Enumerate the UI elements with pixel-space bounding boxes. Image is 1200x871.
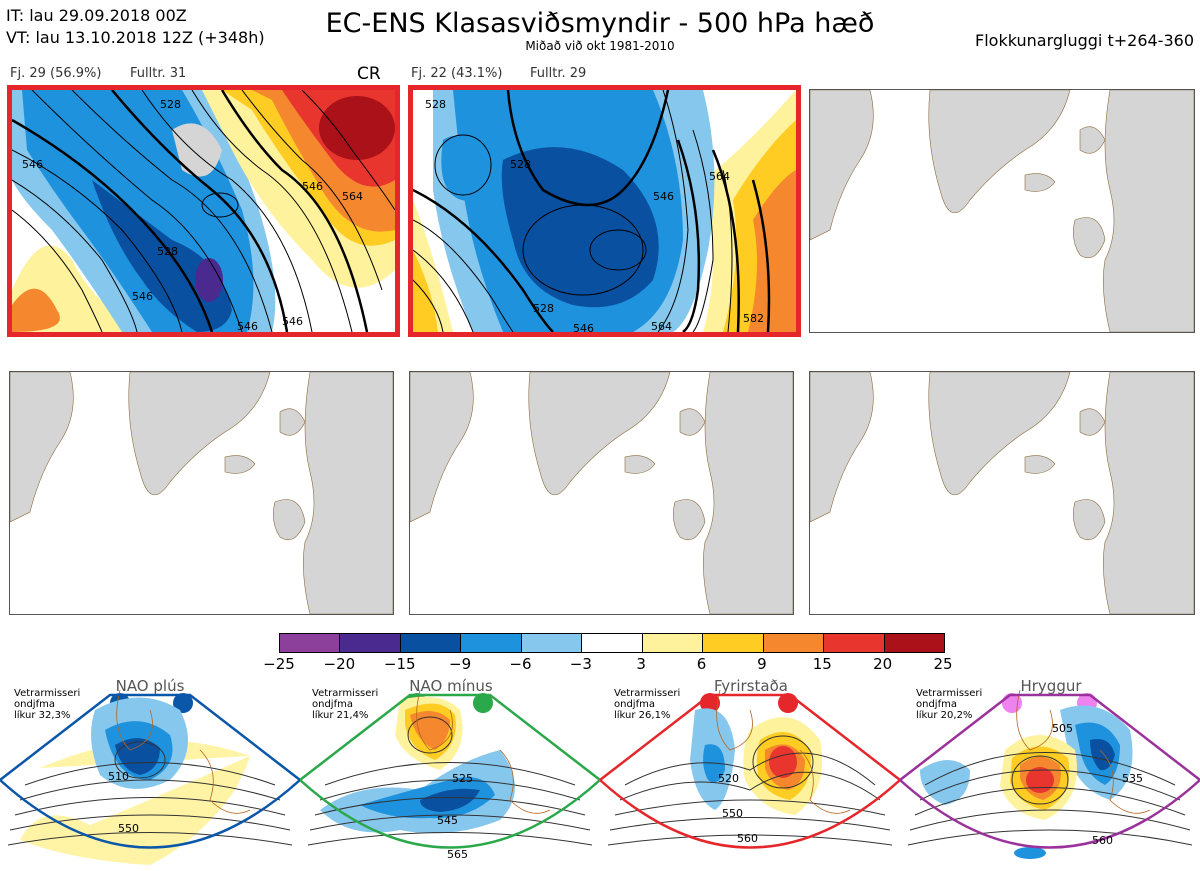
cluster-1-representative: Fulltr. 31 — [130, 66, 187, 81]
anomaly-colorbar — [279, 633, 945, 653]
colorbar-tick-label: −6 — [509, 655, 532, 673]
empty-map-6 — [809, 371, 1195, 615]
contour-label: 565 — [447, 848, 468, 861]
contour-label: 560 — [737, 832, 758, 845]
regime-note-nao-minus: Vetrarmisseri ondjfma líkur 21,4% — [312, 688, 379, 721]
svg-text:528: 528 — [425, 98, 446, 111]
landmass-map — [10, 372, 393, 614]
colorbar-tick-label: 20 — [873, 655, 893, 673]
regime-note-nao-plus: Vetrarmisseri ondjfma líkur 32,3% — [14, 688, 81, 721]
svg-text:546: 546 — [573, 322, 594, 332]
colorbar-swatch — [521, 634, 583, 652]
colorbar-swatch — [280, 634, 341, 652]
cluster-1-count: Fj. 29 (56.9%) — [10, 66, 102, 81]
contour-label: 525 — [452, 772, 473, 785]
colorbar-tick-label: 6 — [696, 655, 707, 673]
cluster-2-anomaly-map: 528 528 546 564 528 546 564 582 — [413, 90, 796, 332]
svg-text:564: 564 — [342, 190, 363, 203]
regime-map-nao-plus: 510 550 — [0, 690, 300, 865]
valid-time: VT: lau 13.10.2018 12Z (+348h) — [6, 28, 265, 47]
colorbar-tick-label: 3 — [636, 655, 646, 673]
regime-dot-nao-minus-right — [473, 693, 493, 713]
svg-text:546: 546 — [653, 190, 674, 203]
colorbar-swatch — [582, 634, 643, 652]
regime-dot-nao-plus-right — [173, 693, 193, 713]
colorbar-tick-label: −25 — [263, 655, 295, 673]
svg-text:582: 582 — [743, 312, 764, 325]
svg-text:564: 564 — [709, 170, 730, 183]
page-subtitle: Miðað við okt 1981-2010 — [525, 39, 675, 53]
cluster-1-map[interactable]: 528 546 564 546 528 546 546 546 — [7, 85, 400, 337]
colorbar-swatch — [824, 634, 885, 652]
colorbar-swatch — [400, 634, 462, 652]
svg-text:528: 528 — [160, 98, 181, 111]
regime-title-blocking: Fyrirstaða — [714, 677, 788, 695]
initial-time: IT: lau 29.09.2018 00Z — [6, 6, 187, 25]
contour-label: 535 — [1122, 772, 1143, 785]
svg-text:546: 546 — [132, 290, 153, 303]
svg-text:546: 546 — [282, 315, 303, 328]
empty-map-3 — [809, 89, 1195, 333]
colorbar-swatch — [703, 634, 764, 652]
colorbar-tick-label: 9 — [757, 655, 767, 673]
svg-text:528: 528 — [510, 158, 531, 171]
contour-label: 560 — [1092, 834, 1113, 847]
colorbar-tick-label: −15 — [383, 655, 416, 673]
colorbar-swatch — [461, 634, 522, 652]
contour-label: 505 — [1052, 722, 1073, 735]
svg-text:528: 528 — [157, 245, 178, 258]
contour-label: 545 — [437, 814, 458, 827]
colorbar-swatch — [642, 634, 704, 652]
colorbar-tick-label: −20 — [323, 655, 356, 673]
regime-map-blocking: 520 550 560 — [600, 690, 900, 849]
regime-title-ridge: Hryggur — [1020, 677, 1082, 695]
cluster-2-representative: Fulltr. 29 — [530, 66, 587, 81]
cluster-2-map[interactable]: 528 528 546 564 528 546 564 582 — [408, 85, 801, 337]
colorbar-swatch — [763, 634, 825, 652]
regime-title-nao-minus: NAO mínus — [409, 677, 493, 695]
colorbar-tick-label: 15 — [812, 655, 832, 673]
svg-text:564: 564 — [651, 320, 672, 332]
svg-text:546: 546 — [22, 158, 43, 171]
regime-note-blocking: Vetrarmisseri ondjfma líkur 26,1% — [614, 688, 681, 721]
colorbar-tick-label: −9 — [449, 655, 472, 673]
colorbar-tick-label: −3 — [569, 655, 592, 673]
colorbar-swatch — [340, 634, 401, 652]
svg-text:546: 546 — [302, 180, 323, 193]
cluster-1-anomaly-map: 528 546 564 546 528 546 546 546 — [12, 90, 395, 332]
landmass-map — [810, 90, 1194, 332]
svg-text:528: 528 — [533, 302, 554, 315]
regime-title-nao-plus: NAO plús — [115, 677, 185, 695]
colorbar-tick-label: 25 — [933, 655, 953, 673]
landmass-map — [810, 372, 1194, 614]
svg-text:546: 546 — [237, 320, 258, 332]
page-title: EC-ENS Klasasviðsmyndir - 500 hPa hæð — [325, 8, 875, 39]
cluster-window-label: Flokkunargluggi t+264-360 — [975, 31, 1194, 50]
empty-map-5 — [409, 371, 794, 615]
landmass-map — [410, 372, 793, 614]
cluster-1-regime: CR — [357, 64, 381, 84]
contour-label: 550 — [722, 807, 743, 820]
cluster-2-count: Fj. 22 (43.1%) — [411, 66, 503, 81]
colorbar-swatch — [884, 634, 944, 652]
contour-label: 520 — [718, 772, 739, 785]
empty-map-4 — [9, 371, 394, 615]
regime-map-ridge: 505 535 560 — [900, 690, 1200, 859]
regime-map-nao-minus: 525 545 565 — [300, 690, 600, 861]
contour-label: 550 — [118, 822, 139, 835]
regime-note-ridge: Vetrarmisseri ondjfma líkur 20,2% — [916, 688, 983, 721]
contour-label: 510 — [108, 770, 129, 783]
